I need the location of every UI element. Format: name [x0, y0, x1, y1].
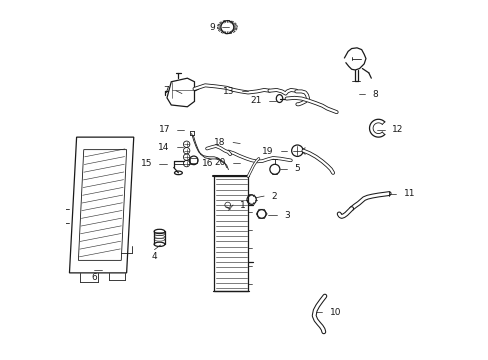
Text: 10: 10 [329, 308, 340, 317]
Text: 9: 9 [209, 23, 215, 32]
Text: 11: 11 [403, 189, 414, 198]
Text: 21: 21 [250, 96, 261, 105]
Text: 8: 8 [372, 90, 377, 99]
Text: 20: 20 [214, 158, 225, 167]
Text: 16: 16 [202, 159, 213, 168]
Text: 18: 18 [214, 138, 225, 147]
Text: 12: 12 [391, 126, 402, 135]
Text: 2: 2 [271, 192, 276, 201]
Text: 7: 7 [163, 86, 168, 95]
Text: 13: 13 [223, 87, 234, 96]
Text: 5: 5 [293, 164, 299, 173]
Text: 4: 4 [151, 252, 157, 261]
Text: 1: 1 [240, 201, 245, 210]
Text: 14: 14 [158, 143, 169, 152]
Text: 17: 17 [159, 126, 170, 135]
Text: 6: 6 [91, 273, 97, 282]
Text: 19: 19 [262, 147, 273, 156]
Text: 15: 15 [141, 159, 152, 168]
Text: 3: 3 [283, 211, 289, 220]
